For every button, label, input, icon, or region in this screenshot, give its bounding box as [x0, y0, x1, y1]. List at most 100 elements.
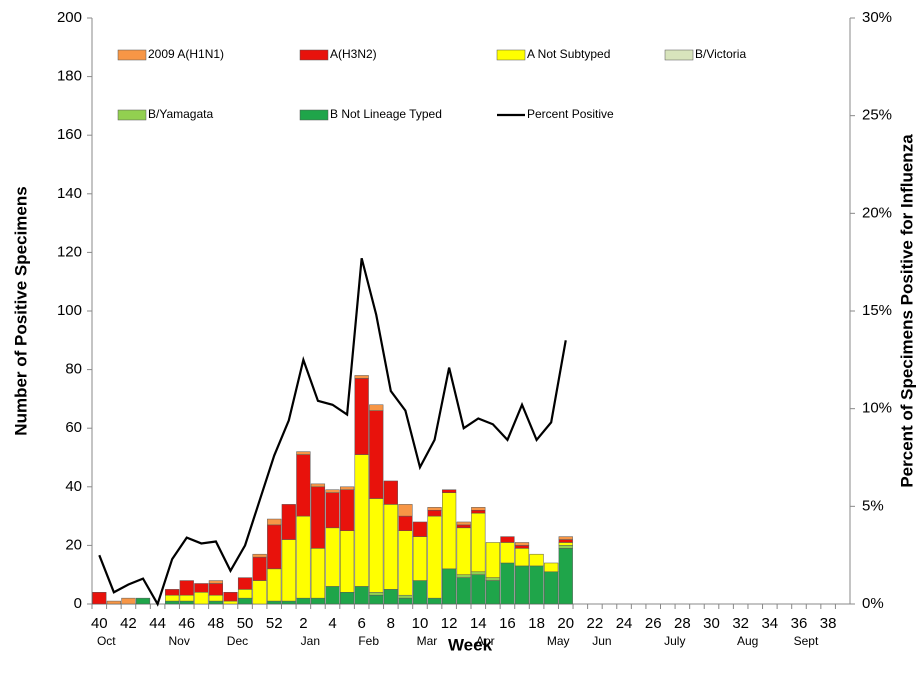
bar-segment	[383, 589, 398, 605]
bar-segment	[281, 504, 296, 540]
x-tick-label: 28	[674, 615, 691, 632]
bar-segment	[296, 597, 311, 605]
x-tick-label: 50	[237, 615, 254, 632]
bar-segment	[325, 489, 340, 493]
month-label: Sept	[794, 634, 819, 648]
month-label: July	[664, 634, 685, 648]
bar-segment	[514, 565, 530, 605]
bar-segment	[456, 527, 471, 575]
bar-segment	[427, 507, 442, 511]
y2-tick-label: 25%	[862, 107, 892, 124]
y-tick-label: 200	[57, 9, 82, 26]
x-tick-label: 10	[412, 615, 429, 632]
bar-segment	[237, 577, 253, 590]
bar-segment	[208, 583, 224, 596]
x-tick-label: 18	[528, 615, 545, 632]
x-tick-label: 22	[587, 615, 604, 632]
legend-swatch	[496, 49, 526, 61]
bar-segment	[427, 509, 442, 517]
x-tick-label: 16	[499, 615, 516, 632]
bar-segment	[296, 454, 311, 517]
legend-label: B Not Lineage Typed	[330, 107, 442, 121]
bar-segment	[427, 515, 442, 599]
bar-segment	[500, 562, 515, 605]
legend-label: B/Victoria	[695, 47, 746, 61]
bar-segment	[544, 562, 559, 573]
bar-segment	[281, 600, 296, 605]
legend-swatch	[299, 49, 329, 61]
bar-segment	[179, 600, 194, 605]
legend-label: A(H3N2)	[330, 47, 377, 61]
y2-tick-label: 0%	[862, 595, 884, 612]
month-label: Jun	[592, 634, 611, 648]
bar-segment	[514, 545, 530, 549]
bar-segment	[485, 577, 500, 581]
y2-tick-label: 15%	[862, 302, 892, 319]
month-label: Mar	[417, 634, 438, 648]
y2-tick-label: 20%	[862, 204, 892, 221]
bar-segment	[165, 594, 180, 602]
x-tick-label: 42	[120, 615, 137, 632]
y-tick-label: 20	[65, 536, 82, 553]
bar-segment	[369, 498, 384, 593]
y-tick-label: 120	[57, 243, 82, 260]
x-tick-label: 36	[791, 615, 808, 632]
bar-segment	[558, 539, 573, 543]
month-label: Jan	[301, 634, 320, 648]
x-tick-label: 44	[149, 615, 166, 632]
x-tick-label: 32	[732, 615, 749, 632]
legend-swatch	[664, 49, 694, 61]
bar-segment	[252, 553, 267, 558]
bar-segment	[369, 410, 384, 499]
bar-segment	[412, 536, 428, 581]
bar-segment	[529, 553, 544, 567]
legend-label: Percent Positive	[527, 107, 614, 121]
bar-segment	[310, 597, 326, 605]
bar-segment	[529, 565, 544, 605]
bar-segment	[208, 580, 224, 584]
bar-segment	[325, 492, 340, 529]
bar-segment	[558, 545, 573, 549]
x-tick-label: 52	[266, 615, 283, 632]
bar-segment	[223, 600, 238, 605]
x-tick-label: 24	[616, 615, 633, 632]
bar-segment	[471, 571, 486, 575]
bar-segment	[354, 454, 369, 587]
x-tick-label: 12	[441, 615, 458, 632]
x-axis-title: Week	[448, 635, 493, 654]
bar-segment	[106, 600, 121, 605]
y2-tick-label: 5%	[862, 497, 884, 514]
line	[98, 257, 567, 607]
bar-segment	[500, 542, 515, 564]
bar-segment	[456, 577, 471, 605]
bar-segment	[339, 489, 355, 532]
month-label: Feb	[358, 634, 379, 648]
y-tick-label: 160	[57, 126, 82, 143]
bar-segment	[398, 530, 413, 596]
bar-segment	[267, 518, 282, 526]
bar-segment	[121, 597, 136, 605]
bar-segment	[325, 586, 340, 605]
x-tick-label: 14	[470, 615, 487, 632]
bar-segment	[456, 521, 471, 526]
bar-segment	[398, 504, 413, 517]
x-tick-label: 4	[328, 615, 336, 632]
bar-segment	[500, 536, 515, 543]
bar-segment	[398, 594, 413, 599]
bar-segment	[194, 583, 209, 593]
bar-segment	[558, 536, 573, 540]
bar-segment	[442, 492, 457, 570]
y-tick-label: 40	[65, 478, 82, 495]
month-label: Apr	[476, 634, 495, 648]
bar-segment	[208, 594, 224, 602]
bar-segment	[296, 451, 311, 455]
bar-segment	[194, 592, 209, 605]
bar-segment	[179, 594, 194, 602]
bar-segment	[369, 594, 384, 605]
x-tick-label: 38	[820, 615, 837, 632]
bar-segment	[471, 509, 486, 514]
x-tick-label: 46	[178, 615, 195, 632]
bar-segment	[383, 480, 398, 505]
bar-segment	[135, 597, 151, 605]
